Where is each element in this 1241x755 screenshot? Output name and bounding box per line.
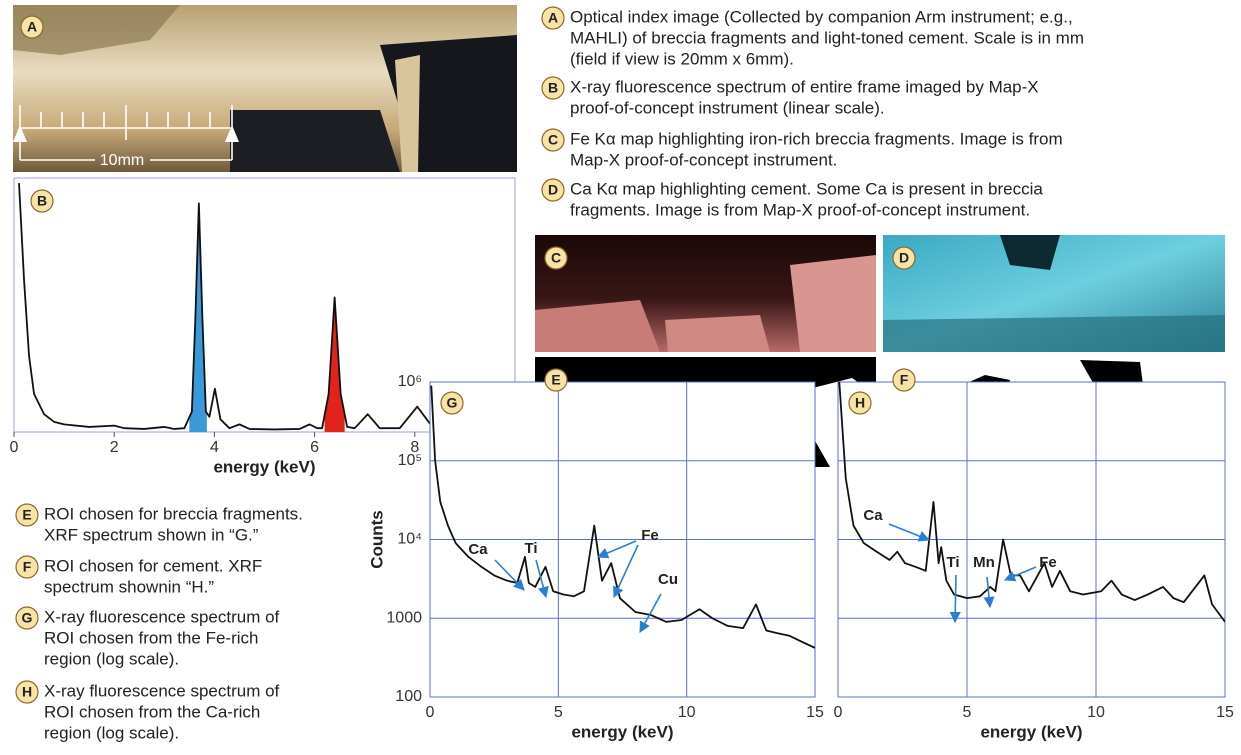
caption-line: MAHLI) of breccia fragments and light-to… xyxy=(570,28,1084,47)
annotation: Ca xyxy=(863,507,883,524)
x-tick-label: 0 xyxy=(10,439,19,456)
badge-letter: D xyxy=(899,250,909,266)
badge-letter: H xyxy=(22,684,32,700)
badge-letter: D xyxy=(548,182,558,198)
caption-line: region (log scale). xyxy=(44,723,179,742)
y-tick-label: 10⁵ xyxy=(398,452,422,469)
badge-letter: G xyxy=(22,610,33,626)
annotation: Cu xyxy=(658,571,678,588)
x-tick-label: 10 xyxy=(1087,704,1105,721)
badge-letter: E xyxy=(551,372,560,388)
scale-label: 10mm xyxy=(100,152,144,169)
y-tick-label: 100 xyxy=(395,688,422,705)
x-tick-label: 5 xyxy=(963,704,972,721)
y-tick-label: 10⁴ xyxy=(397,531,422,548)
x-tick-label: 0 xyxy=(426,704,435,721)
x-tick-label: 0 xyxy=(834,704,843,721)
badge-letter: F xyxy=(900,372,909,388)
annotation-arrow xyxy=(955,575,956,622)
optical-image xyxy=(13,5,517,172)
y-tick-label: 10⁶ xyxy=(398,373,422,390)
caption-line: X-ray fluorescence spectrum of xyxy=(44,607,280,626)
caption-line: Optical index image (Collected by compan… xyxy=(570,7,1073,26)
caption-line: Ca Kα map highlighting cement. Some Ca i… xyxy=(570,179,1043,198)
annotation: Fe xyxy=(1039,554,1057,571)
annotation: Fe xyxy=(641,527,659,544)
badge-letter: A xyxy=(548,10,558,26)
caption-line: Map-X proof-of-concept instrument. xyxy=(570,150,837,169)
annotation: Ti xyxy=(946,554,959,571)
caption-line: XRF spectrum shown in “G.” xyxy=(44,525,259,544)
badge-letter: C xyxy=(548,132,558,148)
x-tick-label: 5 xyxy=(554,704,563,721)
x-tick-label: 2 xyxy=(110,439,119,456)
annotation: Mn xyxy=(973,554,995,571)
caption-line: fragments. Image is from Map-X proof-of-… xyxy=(570,200,1030,219)
x-axis-label: energy (keV) xyxy=(980,722,1082,741)
x-axis-label: energy (keV) xyxy=(571,722,673,741)
badge-letter: H xyxy=(855,395,865,411)
caption-line: X-ray fluorescence spectrum of xyxy=(44,681,280,700)
badge-letter: A xyxy=(27,19,37,35)
badge-letter: E xyxy=(22,507,31,523)
caption-line: Fe Kα map highlighting iron-rich breccia… xyxy=(570,129,1063,148)
caption-line: (field if view is 20mm x 6mm). xyxy=(570,49,794,68)
badge-letter: C xyxy=(551,250,561,266)
caption-line: ROI chosen from the Ca-rich xyxy=(44,702,260,721)
y-tick-label: 1000 xyxy=(386,609,422,626)
caption-line: region (log scale). xyxy=(44,649,179,668)
figure: 10mm 0246810energy (keV)100100010⁴10⁵10⁶… xyxy=(0,0,1241,750)
caption-line: ROI chosen from the Fe-rich xyxy=(44,628,258,647)
caption-line: X-ray fluorescence spectrum of entire fr… xyxy=(570,77,1039,96)
caption-line: ROI chosen for breccia fragments. xyxy=(44,504,303,523)
annotation: Ca xyxy=(468,541,488,558)
badge-letter: B xyxy=(548,80,558,96)
fe-map xyxy=(535,235,876,352)
badge-letter: G xyxy=(447,395,458,411)
caption-line: spectrum shownin “H.” xyxy=(44,577,214,596)
x-tick-label: 6 xyxy=(310,439,319,456)
x-tick-label: 4 xyxy=(210,439,219,456)
ca-map xyxy=(883,235,1225,352)
x-tick-label: 15 xyxy=(806,704,824,721)
annotation: Ti xyxy=(524,540,537,557)
badge-letter: B xyxy=(37,193,47,209)
x-tick-label: 15 xyxy=(1216,704,1234,721)
caption-line: ROI chosen for cement. XRF xyxy=(44,556,262,575)
y-axis-label: Counts xyxy=(367,510,386,569)
caption-line: proof-of-concept instrument (linear scal… xyxy=(570,98,885,117)
badge-letter: F xyxy=(23,559,32,575)
x-axis-label: energy (keV) xyxy=(213,457,315,476)
x-tick-label: 10 xyxy=(678,704,696,721)
